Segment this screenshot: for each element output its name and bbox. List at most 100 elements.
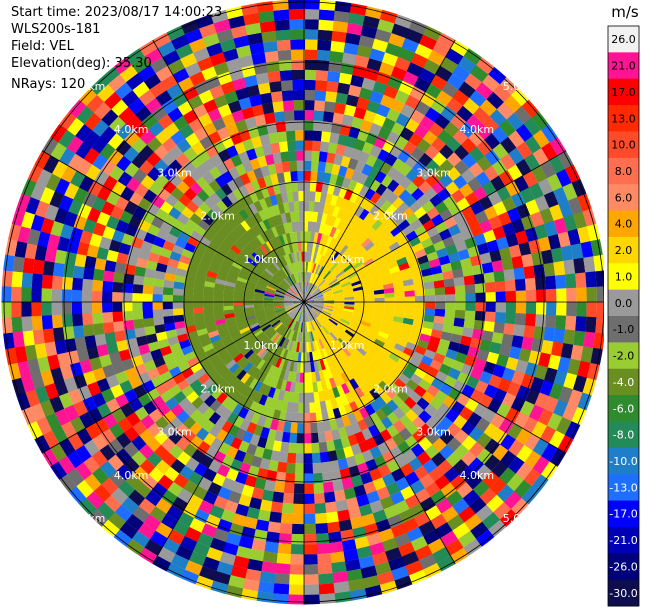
velocity-gate xyxy=(182,295,194,302)
velocity-gate xyxy=(83,438,100,457)
velocity-gate xyxy=(573,330,586,348)
velocity-gate xyxy=(317,431,327,443)
velocity-gate xyxy=(295,372,301,383)
velocity-gate xyxy=(347,367,358,379)
velocity-gate xyxy=(455,293,466,303)
velocity-gate xyxy=(324,302,335,304)
velocity-gate xyxy=(308,392,315,403)
velocity-gate xyxy=(405,28,425,45)
velocity-gate xyxy=(93,101,112,120)
velocity-gate xyxy=(238,208,250,221)
velocity-gate xyxy=(207,265,220,274)
velocity-gate xyxy=(462,266,474,278)
velocity-gate xyxy=(459,335,472,348)
velocity-gate xyxy=(394,306,405,313)
velocity-gate xyxy=(17,225,32,244)
velocity-gate xyxy=(181,224,195,237)
velocity-gate xyxy=(307,282,312,293)
velocity-gate xyxy=(278,284,288,291)
velocity-gate xyxy=(262,242,272,253)
velocity-gate xyxy=(321,182,330,194)
velocity-gate xyxy=(489,341,502,356)
velocity-gate xyxy=(214,251,226,261)
colorbar-swatch xyxy=(608,157,639,185)
velocity-gate xyxy=(237,535,254,549)
velocity-gate xyxy=(273,481,285,493)
colorbar-tick-label: -30.0 xyxy=(609,587,637,600)
velocity-gate xyxy=(296,294,304,302)
velocity-gate xyxy=(21,300,32,317)
velocity-gate xyxy=(221,195,234,208)
colorbar-tick-label: -21.0 xyxy=(609,534,637,547)
velocity-gate xyxy=(232,188,244,201)
velocity-gate xyxy=(304,302,312,310)
velocity-gate xyxy=(501,367,516,383)
velocity-gate xyxy=(484,133,501,151)
velocity-gate xyxy=(495,291,507,303)
velocity-gate xyxy=(324,347,332,358)
velocity-gate xyxy=(386,514,403,529)
velocity-gate xyxy=(402,71,420,87)
velocity-gate xyxy=(337,242,346,254)
velocity-gate xyxy=(491,126,509,144)
velocity-gate xyxy=(303,483,314,494)
velocity-gate xyxy=(540,443,558,463)
velocity-gate xyxy=(211,204,224,217)
velocity-gate xyxy=(75,123,93,142)
velocity-gate xyxy=(511,335,524,350)
velocity-gate xyxy=(264,153,276,166)
velocity-gate xyxy=(203,98,219,113)
velocity-gate xyxy=(145,332,158,344)
velocity-gate xyxy=(313,292,323,298)
colorbar-tick-label: -4.0 xyxy=(613,376,634,389)
velocity-gate xyxy=(340,281,352,288)
velocity-gate xyxy=(289,160,298,172)
velocity-gate xyxy=(311,307,321,315)
velocity-gate xyxy=(310,361,316,373)
velocity-gate xyxy=(286,130,297,142)
velocity-gate xyxy=(112,310,124,323)
velocity-gate xyxy=(284,303,295,307)
velocity-gate xyxy=(304,211,310,222)
velocity-gate xyxy=(304,302,312,309)
velocity-gate xyxy=(54,248,68,265)
velocity-gate xyxy=(278,336,286,347)
velocity-gate xyxy=(327,142,339,154)
velocity-gate xyxy=(332,228,341,240)
velocity-gate xyxy=(308,201,315,212)
velocity-gate xyxy=(112,528,132,548)
velocity-gate xyxy=(83,146,101,165)
velocity-gate xyxy=(330,315,340,323)
velocity-gate xyxy=(389,491,405,506)
velocity-gate xyxy=(368,468,383,482)
velocity-gate xyxy=(249,354,260,365)
velocity-gate xyxy=(344,223,354,235)
velocity-gate xyxy=(505,180,521,198)
velocity-gate xyxy=(155,65,174,82)
velocity-gate xyxy=(350,443,362,456)
velocity-gate xyxy=(315,181,324,193)
velocity-gate xyxy=(457,343,470,356)
velocity-gate xyxy=(398,402,412,415)
velocity-gate xyxy=(230,265,242,274)
velocity-gate xyxy=(303,453,313,464)
velocity-gate xyxy=(401,518,419,534)
velocity-gate xyxy=(305,282,309,293)
velocity-gate xyxy=(272,333,281,343)
velocity-gate xyxy=(331,264,340,274)
velocity-gate xyxy=(258,335,269,345)
velocity-gate xyxy=(195,176,210,190)
velocity-gate xyxy=(159,345,172,357)
velocity-gate xyxy=(53,379,69,397)
velocity-gate xyxy=(304,140,314,151)
velocity-gate xyxy=(304,298,314,302)
velocity-gate xyxy=(567,358,581,377)
velocity-gate xyxy=(270,344,279,355)
velocity-gate xyxy=(273,345,282,356)
velocity-gate xyxy=(357,555,375,569)
velocity-gate xyxy=(463,513,482,532)
velocity-gate xyxy=(325,357,333,369)
range-ring-label: 5.0km xyxy=(71,80,106,93)
velocity-gate xyxy=(369,323,381,332)
velocity-gate xyxy=(284,317,293,327)
